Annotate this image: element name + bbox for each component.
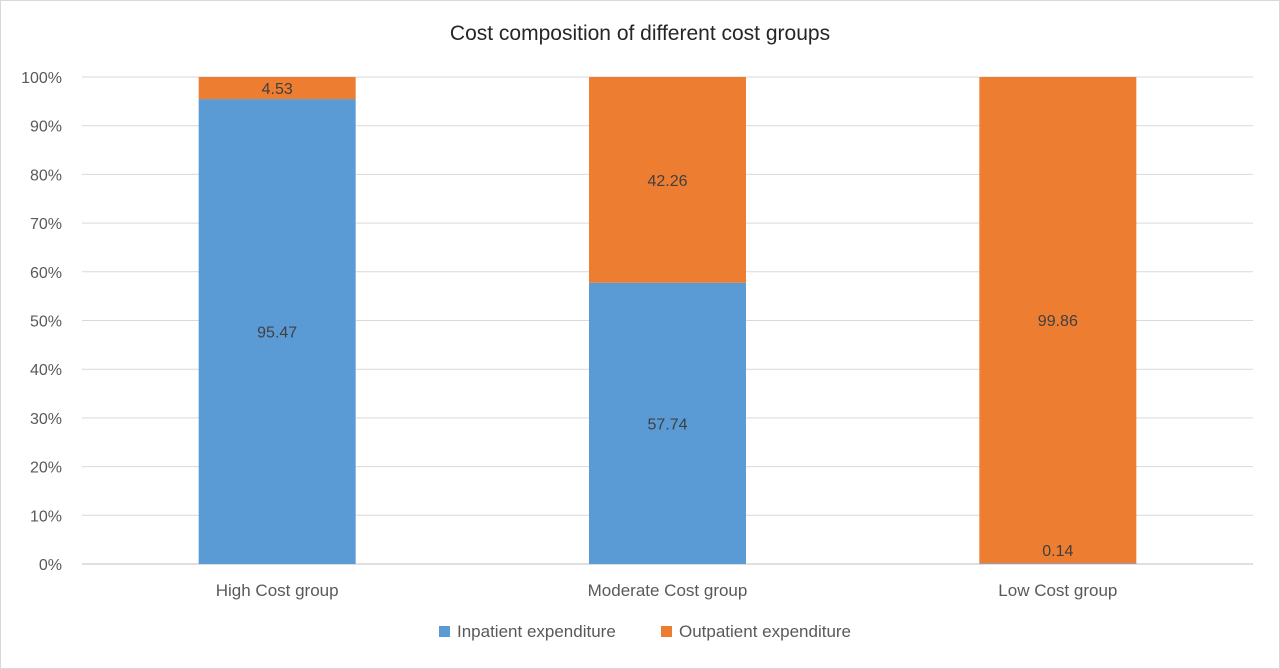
chart-title: Cost composition of different cost group… — [450, 22, 830, 45]
legend: Inpatient expenditure Outpatient expendit… — [439, 622, 851, 641]
data-label: 99.86 — [1038, 313, 1078, 330]
bar-segment-outpatient — [589, 77, 746, 283]
bar-segment-inpatient — [198, 99, 356, 564]
data-label: 42.26 — [647, 173, 687, 190]
y-tick-label: 70% — [30, 216, 62, 233]
bar-segment-inpatient — [979, 563, 1137, 564]
data-label: 57.74 — [647, 416, 687, 433]
data-label: 0.14 — [1042, 543, 1073, 560]
legend-swatch — [439, 626, 450, 637]
y-tick-label: 80% — [30, 167, 62, 184]
data-label: 4.53 — [262, 81, 293, 98]
bars — [198, 77, 1137, 564]
y-axis-ticks: 0% 10% 20% 30% 40% 50% 60% 70% 80% 90% 100% — [21, 70, 62, 574]
bar-segment-outpatient — [198, 77, 356, 100]
y-tick-label: 20% — [30, 460, 62, 477]
data-labels: 95.47 4.53 57.74 42.26 0.14 99.86 — [257, 81, 1078, 560]
y-tick-label: 100% — [21, 70, 62, 87]
bar-segment-outpatient — [979, 77, 1137, 564]
x-category-label: Low Cost group — [998, 581, 1117, 600]
legend-swatch — [661, 626, 672, 637]
legend-label: Outpatient expenditure — [679, 622, 851, 641]
bar-segment-inpatient — [589, 282, 746, 564]
y-tick-label: 50% — [30, 314, 62, 331]
data-label: 95.47 — [257, 325, 297, 342]
y-tick-label: 40% — [30, 362, 62, 379]
x-axis-categories: High Cost group Moderate Cost group Low Co… — [216, 581, 1118, 600]
y-tick-label: 60% — [30, 265, 62, 282]
y-tick-label: 90% — [30, 119, 62, 136]
x-category-label: High Cost group — [216, 581, 339, 600]
y-tick-label: 0% — [39, 557, 62, 574]
legend-label: Inpatient expenditure — [457, 622, 616, 641]
y-tick-label: 30% — [30, 411, 62, 428]
y-tick-label: 10% — [30, 508, 62, 525]
x-category-label: Moderate Cost group — [588, 581, 748, 600]
